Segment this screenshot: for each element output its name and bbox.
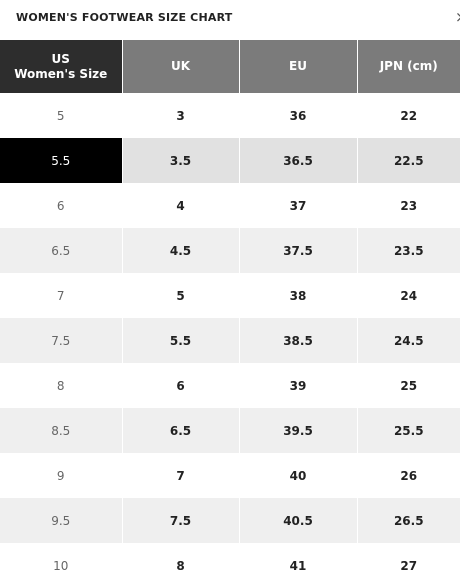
- cell-uk: 5.5: [122, 318, 240, 363]
- column-header-jpn: JPN (cm): [357, 40, 460, 93]
- table-row[interactable]: 9 7 40 26: [0, 453, 460, 498]
- cell-eu: 36: [239, 93, 358, 138]
- modal-header: WOMEN'S FOOTWEAR SIZE CHART ×: [0, 0, 460, 40]
- table-row[interactable]: 5 3 36 22: [0, 93, 460, 138]
- cell-eu: 40: [239, 453, 358, 498]
- cell-jpn: 23: [400, 198, 418, 213]
- cell-us: 9.5: [0, 498, 123, 543]
- table-body: 5 3 36 22 5.5 3.5 36.5 22.5 6 4 37 23 6.5 4.5 37.5 23.5…: [0, 93, 460, 576]
- cell-uk: 4.5: [122, 228, 240, 273]
- cell-uk: 8: [122, 543, 240, 576]
- cell-jpn: 27: [400, 558, 418, 573]
- cell-uk: 6.5: [122, 408, 240, 453]
- table-row[interactable]: 6 4 37 23: [0, 183, 460, 228]
- cell-us: 5: [0, 93, 123, 138]
- cell-jpn: 26: [400, 468, 418, 483]
- cell-jpn: 25.5: [357, 408, 460, 453]
- column-header-us-line2: Women's Size: [14, 66, 108, 81]
- cell-us: 9: [0, 453, 123, 498]
- cell-eu: 37: [239, 183, 358, 228]
- cell-jpn: 22.5: [357, 138, 460, 183]
- cell-jpn: 25: [400, 378, 418, 393]
- close-icon[interactable]: ×: [455, 9, 460, 25]
- table-row[interactable]: 7.5 5.5 38.5 24.5: [0, 318, 460, 363]
- column-header-us-line1: US: [51, 51, 70, 66]
- cell-jpn: 22: [400, 108, 418, 123]
- cell-eu: 36.5: [239, 138, 358, 183]
- cell-eu: 37.5: [239, 228, 358, 273]
- cell-jpn: 26.5: [357, 498, 460, 543]
- cell-uk: 7: [122, 453, 240, 498]
- table-row[interactable]: 7 5 38 24: [0, 273, 460, 318]
- table-row[interactable]: 6.5 4.5 37.5 23.5: [0, 228, 460, 273]
- cell-us: 7: [0, 273, 123, 318]
- column-header-uk: UK: [122, 40, 240, 93]
- page-title: WOMEN'S FOOTWEAR SIZE CHART: [16, 11, 233, 24]
- cell-us: 10: [0, 543, 123, 576]
- column-header-eu: EU: [239, 40, 358, 93]
- header-row: US Women's Size UK EU JPN (cm): [0, 40, 460, 93]
- cell-eu: 40.5: [239, 498, 358, 543]
- cell-eu: 41: [239, 543, 358, 576]
- column-header-us: US Women's Size: [0, 40, 123, 93]
- cell-uk: 7.5: [122, 498, 240, 543]
- cell-uk: 5: [122, 273, 240, 318]
- cell-us: 8: [0, 363, 123, 408]
- cell-us: 6.5: [0, 228, 123, 273]
- table-header: US Women's Size UK EU JPN (cm): [0, 40, 460, 93]
- cell-us: 5.5: [0, 138, 123, 183]
- table-row[interactable]: 8.5 6.5 39.5 25.5: [0, 408, 460, 453]
- table-row[interactable]: 8 6 39 25: [0, 363, 460, 408]
- cell-us: 8.5: [0, 408, 123, 453]
- table-row[interactable]: 5.5 3.5 36.5 22.5: [0, 138, 460, 183]
- cell-jpn: 24: [400, 288, 418, 303]
- cell-eu: 39.5: [239, 408, 358, 453]
- cell-uk: 3.5: [122, 138, 240, 183]
- cell-uk: 6: [122, 363, 240, 408]
- table-row[interactable]: 10 8 41 27: [0, 543, 460, 576]
- cell-eu: 38: [239, 273, 358, 318]
- size-table: US Women's Size UK EU JPN (cm) 5 3 36 22 5.5…: [0, 40, 460, 576]
- cell-eu: 38.5: [239, 318, 358, 363]
- cell-uk: 4: [122, 183, 240, 228]
- table-row[interactable]: 9.5 7.5 40.5 26.5: [0, 498, 460, 543]
- cell-us: 7.5: [0, 318, 123, 363]
- cell-jpn: 24.5: [357, 318, 460, 363]
- cell-eu: 39: [239, 363, 358, 408]
- cell-uk: 3: [122, 93, 240, 138]
- cell-us: 6: [0, 183, 123, 228]
- cell-jpn: 23.5: [357, 228, 460, 273]
